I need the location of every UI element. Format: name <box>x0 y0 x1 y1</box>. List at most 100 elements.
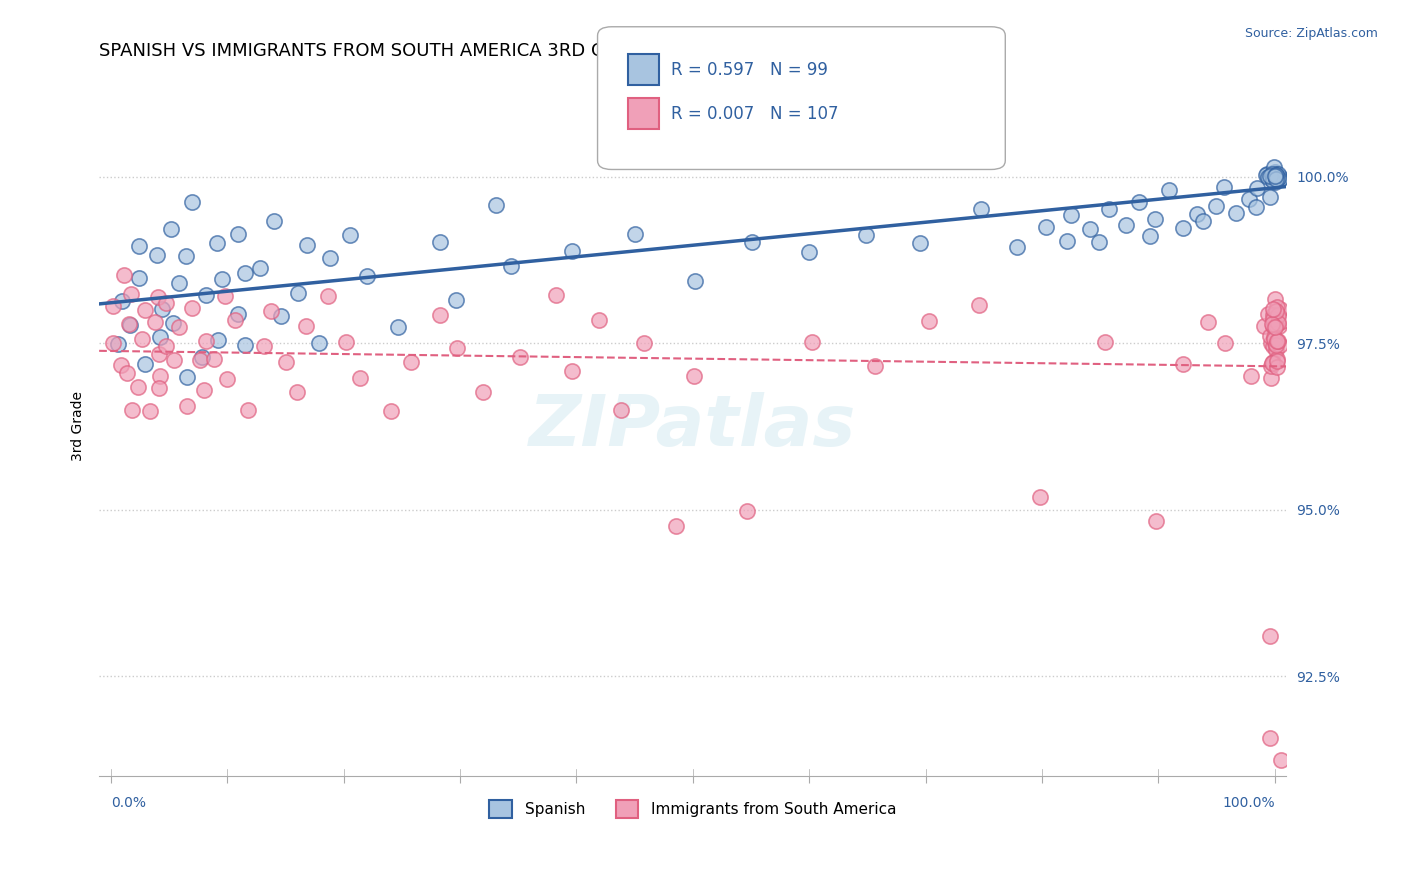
Point <box>1264 318 1286 332</box>
Point <box>399 355 422 369</box>
Point <box>1144 514 1167 528</box>
Point <box>1256 167 1278 181</box>
Point <box>1261 356 1284 370</box>
Point <box>1263 332 1285 346</box>
Point <box>1264 304 1286 318</box>
Point <box>308 335 330 350</box>
Point <box>1258 629 1281 643</box>
Point <box>1268 302 1291 317</box>
Point <box>205 236 228 251</box>
Point <box>1078 222 1101 236</box>
Point <box>110 358 132 372</box>
Point <box>1246 200 1268 214</box>
Point <box>855 228 877 243</box>
Point <box>146 248 169 262</box>
Point <box>112 268 135 282</box>
Point <box>1264 335 1286 350</box>
Point <box>1213 180 1236 194</box>
Point <box>316 288 339 302</box>
Point <box>485 197 508 211</box>
Point <box>1265 172 1288 186</box>
Point <box>1265 338 1288 352</box>
Point <box>195 334 218 348</box>
Point <box>117 317 139 331</box>
Point <box>1261 302 1284 317</box>
Point <box>1265 300 1288 314</box>
Point <box>174 249 197 263</box>
Point <box>214 289 236 303</box>
Point <box>235 338 257 352</box>
Point <box>233 266 256 280</box>
Point <box>1258 328 1281 343</box>
Point <box>1264 310 1286 324</box>
Point <box>101 299 124 313</box>
Text: 0.0%: 0.0% <box>111 797 146 810</box>
Point <box>287 286 309 301</box>
Point <box>1098 202 1121 216</box>
Point <box>1088 235 1111 250</box>
Point <box>148 290 170 304</box>
Point <box>1265 352 1288 367</box>
Point <box>207 334 229 348</box>
Point <box>1144 211 1167 226</box>
Point <box>103 335 125 350</box>
Text: ZIPatlas: ZIPatlas <box>529 392 856 461</box>
Point <box>970 202 993 216</box>
Text: R = 0.597   N = 99: R = 0.597 N = 99 <box>671 61 828 78</box>
Point <box>1263 174 1285 188</box>
Point <box>1270 753 1292 767</box>
Point <box>1056 234 1078 248</box>
Point <box>1264 169 1286 183</box>
Point <box>155 295 177 310</box>
Point <box>633 336 655 351</box>
Point <box>1264 172 1286 186</box>
Point <box>1261 168 1284 182</box>
Point <box>148 381 170 395</box>
Point <box>335 335 357 350</box>
Point <box>1264 164 1286 178</box>
Point <box>1267 169 1289 183</box>
Point <box>149 330 172 344</box>
Point <box>120 318 142 332</box>
Point <box>429 235 451 249</box>
Point <box>1261 309 1284 323</box>
Point <box>120 286 142 301</box>
Point <box>150 302 173 317</box>
Point <box>1264 313 1286 327</box>
Point <box>561 244 583 258</box>
Point <box>285 384 308 399</box>
Point <box>967 298 990 312</box>
Point <box>665 519 688 533</box>
Point <box>1173 358 1195 372</box>
Point <box>1258 190 1281 204</box>
Text: SPANISH VS IMMIGRANTS FROM SOUTH AMERICA 3RD GRADE CORRELATION CHART: SPANISH VS IMMIGRANTS FROM SOUTH AMERICA… <box>100 42 855 60</box>
Point <box>349 371 371 385</box>
Point <box>195 288 218 302</box>
Text: R = 0.007   N = 107: R = 0.007 N = 107 <box>671 105 838 123</box>
Point <box>1270 172 1292 186</box>
Point <box>446 341 468 355</box>
Point <box>226 227 249 241</box>
Point <box>1261 170 1284 185</box>
Point <box>1139 228 1161 243</box>
Point <box>471 385 494 400</box>
Point <box>1263 314 1285 328</box>
Point <box>149 369 172 384</box>
Point <box>319 251 342 265</box>
Point <box>1263 330 1285 344</box>
Point <box>429 308 451 322</box>
Point <box>148 347 170 361</box>
Point <box>1240 369 1263 384</box>
Point <box>131 332 153 346</box>
Point <box>139 403 162 417</box>
Point <box>176 369 198 384</box>
Point <box>1261 173 1284 187</box>
Point <box>918 314 941 328</box>
Point <box>1128 195 1150 210</box>
Point <box>910 235 932 250</box>
Point <box>1261 167 1284 181</box>
Point <box>1237 192 1260 206</box>
Point <box>1263 161 1285 175</box>
Point <box>160 222 183 236</box>
Point <box>1270 169 1292 184</box>
